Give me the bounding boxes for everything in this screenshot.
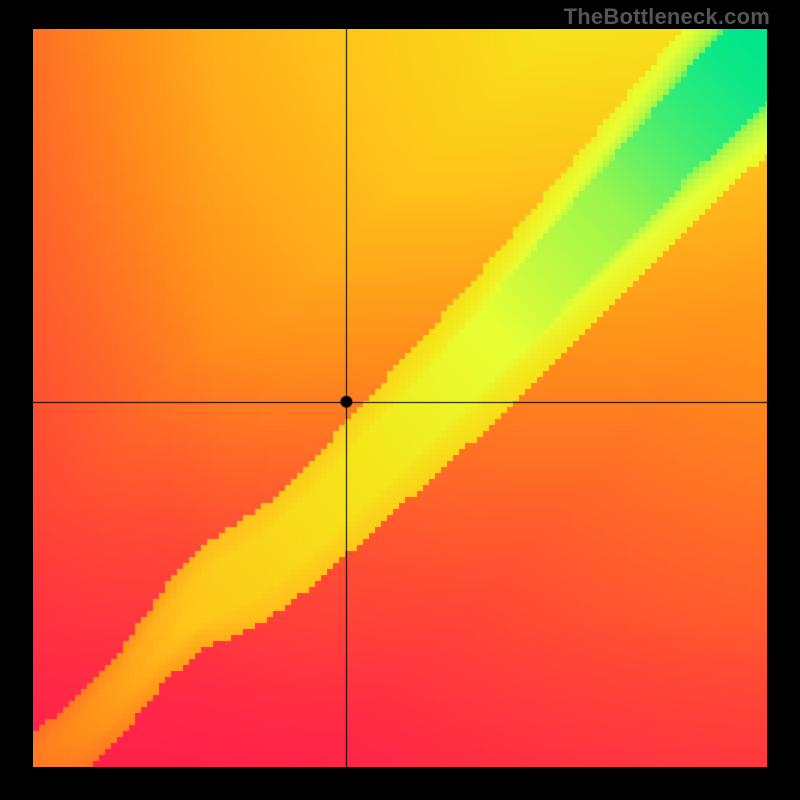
watermark-text: TheBottleneck.com <box>564 4 770 30</box>
chart-container: TheBottleneck.com <box>0 0 800 800</box>
heatmap-canvas <box>33 29 767 767</box>
heatmap-plot <box>33 29 767 767</box>
